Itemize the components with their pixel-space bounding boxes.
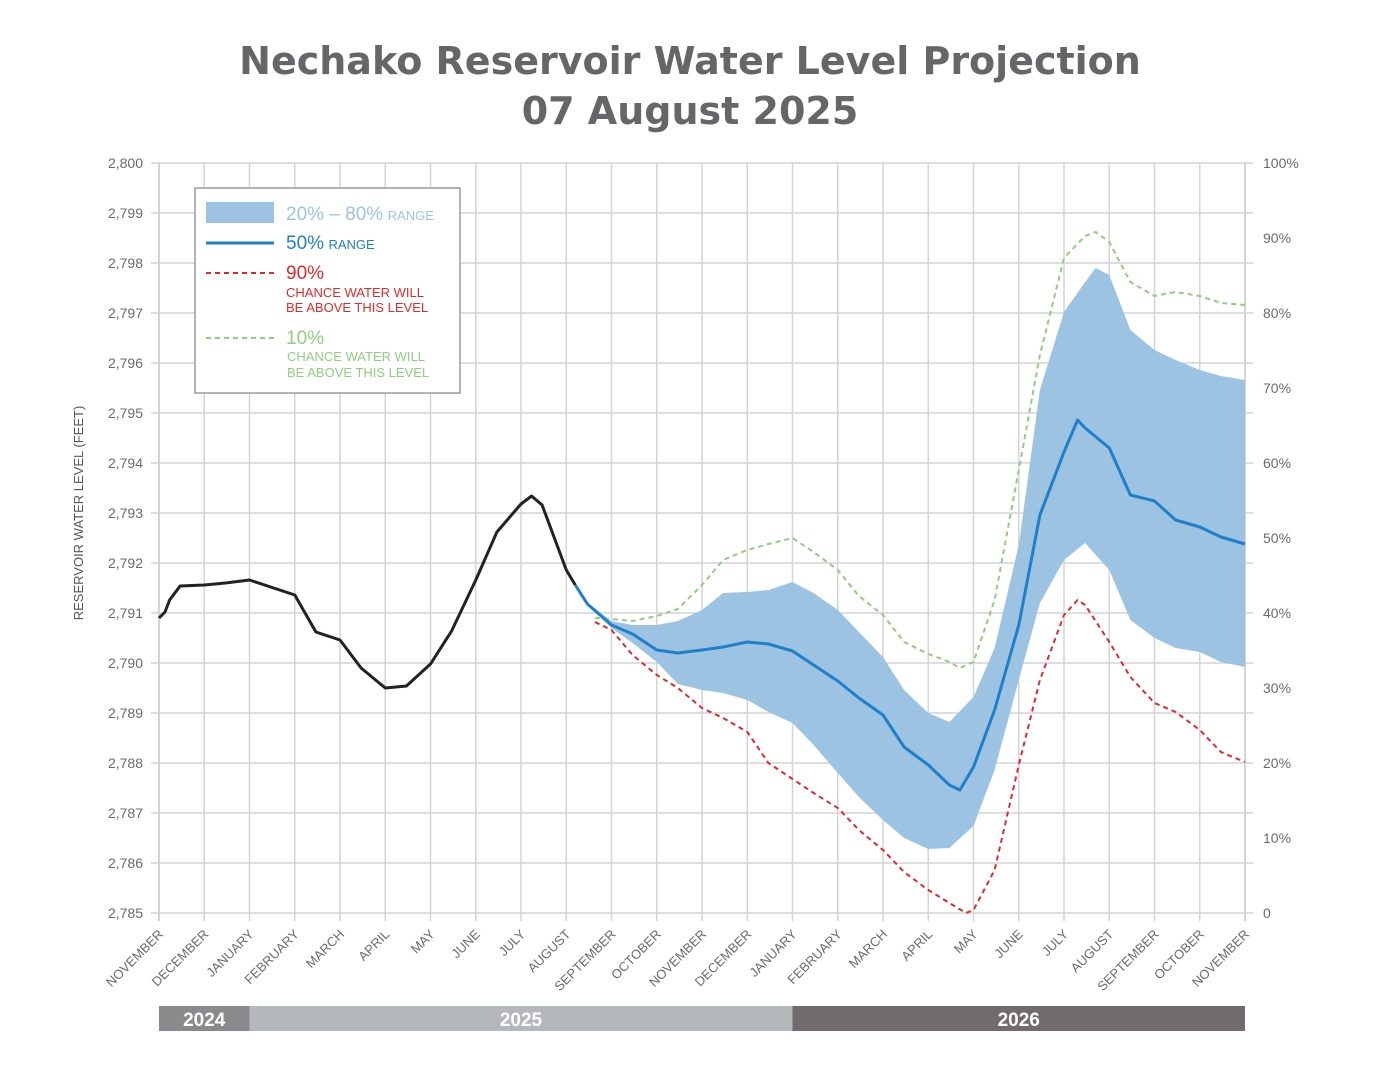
y-axis-label: RESERVOIR WATER LEVEL (FEET) [71,406,86,621]
y2-tick-label: 40% [1263,605,1291,621]
y2-tick-label: 10% [1263,830,1291,846]
y-tick-label: 2,800 [108,155,143,171]
y-tick-label: 2,786 [108,855,143,871]
y-tick-label: 2,790 [108,655,143,671]
y-tick-label: 2,798 [108,255,143,271]
legend-band-label: 20% – 80% RANGE [286,204,434,225]
chart-subtitle: 07 August 2025 [522,89,859,133]
x-tick-label: JULY [496,926,529,959]
year-segment [249,1006,793,1031]
y-tick-label: 2,799 [108,205,143,221]
y2-tick-label: 60% [1263,455,1291,471]
year-label: 2026 [998,1010,1040,1031]
legend-p10-label: 10% [286,328,324,349]
plot-area [157,230,1246,915]
y2-tick-label: 100% [1263,155,1299,171]
y-tick-label: 2,796 [108,355,143,371]
y-tick-label: 2,789 [108,705,143,721]
line-observed [157,494,577,690]
legend-p10-desc2: BE ABOVE THIS LEVEL [287,365,429,380]
x-tick-label: JUNE [448,926,483,961]
x-tick-label: MARCH [846,927,890,971]
x-tick-label: MAY [408,926,438,956]
y2-tick-label: 0 [1263,905,1271,921]
y-tick-label: 2,795 [108,405,143,421]
legend-p90-desc2: BE ABOVE THIS LEVEL [286,300,428,315]
band-20-80 [575,268,1245,849]
year-segment [792,1006,1245,1031]
legend-band-swatch [206,202,274,223]
legend: 20% – 80% RANGE 50% RANGE 90% CHANCE WAT… [194,187,461,394]
legend-p10-desc1: CHANCE WATER WILL [287,349,425,364]
legend-p90-label: 90% [286,263,324,284]
legend-p90-desc1: CHANCE WATER WILL [286,285,424,300]
year-label: 2025 [500,1010,543,1031]
line-p10 [594,230,1246,670]
y-tick-label: 2,793 [108,505,143,521]
y2-tick-label: 30% [1263,680,1291,696]
year-label: 2024 [183,1010,226,1031]
y2-tick-label: 70% [1263,380,1291,396]
y-tick-label: 2,787 [108,805,143,821]
y-tick-label: 2,792 [108,555,143,571]
y-tick-label: 2,788 [108,755,143,771]
x-tick-label: MAY [951,926,981,956]
y2-tick-label: 90% [1263,230,1291,246]
y2-tick-label: 50% [1263,530,1291,546]
year-segment [159,1006,250,1031]
y2-tick-label: 80% [1263,305,1291,321]
x-tick-label: APRIL [355,927,392,964]
year-bar: 2024 2025 2026 [159,1006,1245,1031]
line-median [574,418,1246,792]
x-tick-label: JULY [1039,926,1072,959]
line-p90 [594,598,1246,915]
y2-tick-label: 20% [1263,755,1291,771]
y-tick-label: 2,785 [108,905,143,921]
x-tick-label: APRIL [898,927,935,964]
chart-title: Nechako Reservoir Water Level Projection [239,39,1141,83]
y-tick-label: 2,797 [108,305,143,321]
x-tick-label: JUNE [991,926,1026,961]
y-tick-label: 2,794 [108,455,143,471]
y-tick-label: 2,791 [108,605,143,621]
x-tick-label: MARCH [303,927,347,971]
legend-median-label: 50% RANGE [286,233,375,254]
